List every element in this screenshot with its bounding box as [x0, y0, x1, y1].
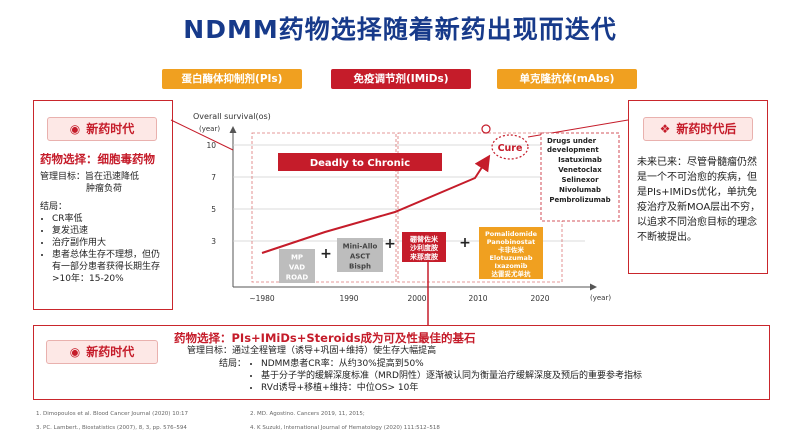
footnote: 4. K Suzuki, International Journal of He… — [250, 425, 440, 431]
regimen-label: 沙利度胺 — [410, 243, 438, 252]
left-badge-label: 新药时代 — [86, 122, 135, 136]
x-tick-label: ~1980 — [249, 294, 275, 303]
bottom-panel: ◉ 新药时代 药物选择：PIs+IMiDs+Steroids成为可及性最佳的基石 … — [33, 325, 770, 400]
regimen-label: 来那度胺 — [409, 252, 438, 261]
y-tick-label: 3 — [211, 237, 216, 246]
regimen-label: 卡非佐米 — [498, 245, 525, 254]
tab-mabs[interactable]: 单克隆抗体(mAbs) — [497, 69, 637, 89]
left-goal-cont: 肿瘤负荷 — [86, 184, 123, 194]
cure-dot — [481, 124, 491, 134]
x-tick-label: 1990 — [339, 294, 358, 303]
cure-label: Cure — [498, 143, 523, 154]
regimen-label: Ixazomib — [495, 262, 528, 270]
list-item: NDMM患者CR率：从约30%提高到50% — [261, 358, 771, 370]
plus-sign: + — [459, 235, 471, 251]
regimen-label: Bisph — [349, 263, 371, 271]
drugs-title: development — [547, 146, 599, 154]
y-axis-unit: (year) — [199, 125, 220, 133]
left-heading: 药物选择：细胞毒药物 — [40, 152, 155, 166]
list-item: 基于分子学的缓解深度标准（MRD阴性）逐渐被认同为衡量治疗缓解深度及预后的重要参… — [261, 370, 771, 382]
bottom-badge: ◉ 新药时代 — [46, 340, 158, 364]
list-item: 治疗副作用大 — [52, 237, 168, 249]
banner-bar — [278, 153, 442, 171]
drug-name: Selinexor — [561, 176, 599, 184]
list-item: RVd诱导+移植+维持：中位OS> 10年 — [261, 382, 771, 394]
regimen-label: 达雷妥尤单抗 — [492, 269, 532, 278]
bottom-goal: 管理目标：通过全程管理（诱导+巩固+维持）使生存大幅提高 — [187, 346, 437, 356]
y-tick-label: 7 — [211, 173, 216, 182]
footnote: 3. PC. Lambert., Biostatistics (2007), 8… — [36, 425, 187, 431]
pills-icon: ◉ — [69, 345, 81, 359]
footnote: 1. Dimopoulos et al. Blood Cancer Journa… — [36, 411, 189, 417]
y-tick-label: 10 — [206, 141, 216, 150]
drug-name: Venetoclax — [558, 166, 602, 174]
regimen-label: Mini-Allo — [343, 243, 378, 251]
cure-circle — [491, 134, 529, 160]
list-item: CR率低 — [52, 213, 168, 225]
tab-pis[interactable]: 蛋白酶体抑制剂(PIs) — [162, 69, 302, 89]
regimen-label: 硼替佐米 — [409, 235, 439, 244]
plus-sign: + — [384, 236, 396, 252]
list-item: 复发迅速 — [52, 225, 168, 237]
regimen-label: VAD — [289, 264, 305, 272]
left-panel: ◉ 新药时代 药物选择：细胞毒药物 管理目标：旨在迅速降低 肿瘤负荷 结局： CR… — [33, 100, 173, 310]
bottom-badge-label: 新药时代 — [86, 345, 135, 359]
regimen-box — [279, 249, 315, 283]
regimen-label: ROAD — [286, 274, 309, 282]
left-goal-label: 管理目标：旨在迅速降低 — [40, 172, 140, 182]
left-result-label: 结局： — [40, 202, 68, 212]
regimen-label: ASCT — [350, 253, 371, 261]
list-item: 患者总体生存不理想，但仍有一部分患者获得长期生存>10年：15-20% — [52, 249, 168, 285]
right-panel: ❖ 新药时代后 未来已来：尽管骨髓瘤仍然是一个不可治愈的疾病，但是PIs+IMiD… — [628, 100, 768, 274]
left-results: 结局： CR率低 复发迅速 治疗副作用大 患者总体生存不理想，但仍有一部分患者获… — [40, 201, 168, 285]
y-axis-label: Overall survival(os) — [193, 112, 271, 121]
left-badge: ◉ 新药时代 — [47, 117, 157, 141]
footnote: 2. MD. Agostino. Cancers 2019, 11, 2015; — [250, 411, 365, 417]
x-tick-label: 2020 — [530, 294, 549, 303]
x-axis-label: (year) — [590, 294, 611, 302]
pills-icon: ◉ — [69, 122, 81, 136]
plus-sign: + — [320, 246, 332, 262]
drugs-box — [540, 132, 620, 222]
left-goal: 管理目标：旨在迅速降低 肿瘤负荷 — [40, 171, 168, 195]
right-badge-label: 新药时代后 — [676, 122, 737, 136]
drug-name: Pembrolizumab — [549, 196, 610, 204]
regimen-label: Panobinostat — [487, 238, 536, 246]
regimen-box — [479, 227, 543, 279]
left-connector — [170, 119, 234, 151]
page-title: NDMM药物选择随着新药出现而迭代 — [183, 15, 617, 44]
right-badge: ❖ 新药时代后 — [643, 117, 753, 141]
tab-imids[interactable]: 免疫调节剂(IMiDs) — [331, 69, 471, 89]
drug-name: Isatuximab — [558, 156, 602, 164]
drug-name: Nivolumab — [559, 186, 601, 194]
banner-label: Deadly to Chronic — [310, 158, 410, 169]
regimen-box — [402, 232, 446, 262]
regimen-label: Elotuzumab — [489, 254, 532, 262]
era-box — [397, 132, 563, 283]
era-box — [251, 132, 397, 283]
bottom-result-label: 结局： — [219, 359, 247, 369]
y-tick-label: 5 — [211, 205, 216, 214]
bottom-heading: 药物选择：PIs+IMiDs+Steroids成为可及性最佳的基石 — [174, 331, 476, 345]
capsule-icon: ❖ — [659, 122, 671, 136]
x-tick-label: 2010 — [468, 294, 487, 303]
bottom-bullets: NDMM患者CR率：从约30%提高到50% 基于分子学的缓解深度标准（MRD阴性… — [249, 358, 771, 394]
right-text: 未来已来：尽管骨髓瘤仍然是一个不可治愈的疾病，但是PIs+IMiDs优化，单抗免… — [637, 157, 761, 243]
regimen-label: Pomalidomide — [485, 230, 538, 238]
regimen-label: MP — [291, 254, 303, 262]
drugs-title: Drugs under — [547, 137, 597, 145]
trend-arrow — [261, 154, 491, 254]
regimen-box — [337, 238, 383, 272]
x-tick-label: 2000 — [407, 294, 426, 303]
